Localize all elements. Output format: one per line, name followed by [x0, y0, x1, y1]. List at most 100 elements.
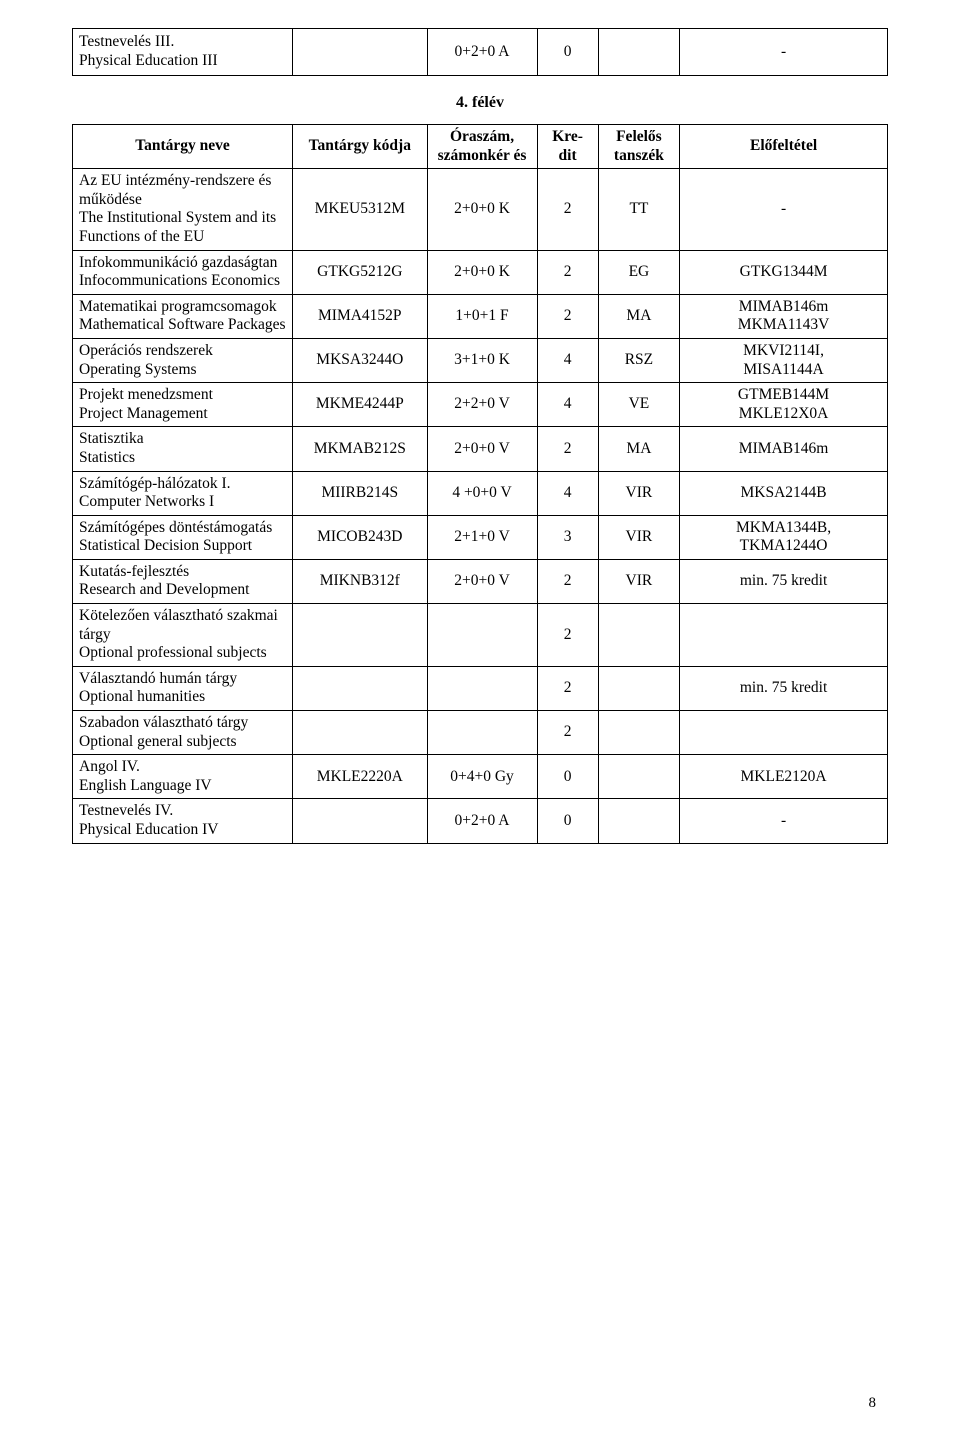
cell-pre: GTKG1344M	[680, 250, 888, 294]
cell-dept	[598, 711, 680, 755]
cell-hours: 0+2+0 A	[427, 29, 537, 76]
cell-name: Angol IV.English Language IV	[73, 755, 293, 799]
cell-code: MIKNB312f	[293, 559, 427, 603]
semester-title: 4. félév	[72, 94, 888, 112]
cell-pre: MKLE2120A	[680, 755, 888, 799]
page-number: 8	[869, 1395, 877, 1412]
cell-credit: 2	[537, 559, 598, 603]
cell-code: MIIRB214S	[293, 471, 427, 515]
cell-credit: 0	[537, 755, 598, 799]
cell-credit: 2	[537, 250, 598, 294]
cell-pre: -	[680, 169, 888, 250]
header-credit: Kre-dit	[537, 125, 598, 169]
cell-dept: VIR	[598, 515, 680, 559]
cell-pre: MKSA2144B	[680, 471, 888, 515]
cell-credit: 2	[537, 427, 598, 471]
cell-hours: 2+0+0 V	[427, 559, 537, 603]
cell-pre	[680, 604, 888, 667]
name-hu: Az EU intézmény-rendszere és működése	[79, 172, 271, 208]
name-en: Optional general subjects	[79, 733, 237, 750]
cell-pre: min. 75 kredit	[680, 666, 888, 710]
table-row: Matematikai programcsomagokMathematical …	[73, 294, 888, 338]
name-en: The Institutional System and its Functio…	[79, 209, 276, 245]
cell-hours: 4 +0+0 V	[427, 471, 537, 515]
cell-pre: min. 75 kredit	[680, 559, 888, 603]
cell-name: Az EU intézmény-rendszere és működéseThe…	[73, 169, 293, 250]
cell-code: MKMAB212S	[293, 427, 427, 471]
table-row: Az EU intézmény-rendszere és működéseThe…	[73, 169, 888, 250]
cell-dept: MA	[598, 294, 680, 338]
cell-name: StatisztikaStatistics	[73, 427, 293, 471]
cell-code: GTKG5212G	[293, 250, 427, 294]
cell-name: Számítógépes döntéstámogatásStatistical …	[73, 515, 293, 559]
name-hu: Projekt menedzsment	[79, 386, 213, 403]
cell-dept	[598, 604, 680, 667]
cell-name: Matematikai programcsomagokMathematical …	[73, 294, 293, 338]
cell-pre: MIMAB146m	[680, 427, 888, 471]
cell-pre: MIMAB146mMKMA1143V	[680, 294, 888, 338]
cell-dept: EG	[598, 250, 680, 294]
cell-credit: 2	[537, 604, 598, 667]
cell-code: MKME4244P	[293, 383, 427, 427]
cell-code: MICOB243D	[293, 515, 427, 559]
table-row: Választandó humán tárgyOptional humaniti…	[73, 666, 888, 710]
name-hu: Testnevelés III.	[79, 33, 174, 50]
cell-pre: GTMEB144MMKLE12X0A	[680, 383, 888, 427]
name-hu: Matematikai programcsomagok	[79, 298, 277, 315]
header-hours: Óraszám, számonkér és	[427, 125, 537, 169]
table-row: Kötelezően választható szakmai tárgyOpti…	[73, 604, 888, 667]
table-row: Operációs rendszerekOperating SystemsMKS…	[73, 338, 888, 382]
cell-hours: 3+1+0 K	[427, 338, 537, 382]
name-en: Infocommunications Economics	[79, 272, 280, 289]
header-code: Tantárgy kódja	[293, 125, 427, 169]
cell-pre: MKMA1344B,TKMA1244O	[680, 515, 888, 559]
cell-code: MKLE2220A	[293, 755, 427, 799]
cell-hours: 2+2+0 V	[427, 383, 537, 427]
cell-dept: VIR	[598, 559, 680, 603]
table-row: Szabadon választható tárgyOptional gener…	[73, 711, 888, 755]
cell-credit: 2	[537, 711, 598, 755]
cell-credit: 2	[537, 666, 598, 710]
cell-credit: 4	[537, 383, 598, 427]
table-row: Projekt menedzsment Project Management MKM…	[73, 383, 888, 427]
cell-hours	[427, 711, 537, 755]
cell-hours: 0+2+0 A	[427, 799, 537, 843]
name-en: Physical Education III	[79, 52, 218, 69]
name-en: Mathematical Software Packages	[79, 316, 286, 333]
table-row: Testnevelés IV.Physical Education IV0+2+…	[73, 799, 888, 843]
cell-name: Kötelezően választható szakmai tárgyOpti…	[73, 604, 293, 667]
table-header-row: Tantárgy neve Tantárgy kódja Óraszám, sz…	[73, 125, 888, 169]
table-row: StatisztikaStatisticsMKMAB212S2+0+0 V2MA…	[73, 427, 888, 471]
cell-code	[293, 29, 427, 76]
name-en: Statistical Decision Support	[79, 537, 252, 554]
cell-credit: 4	[537, 471, 598, 515]
header-dept: Felelős tanszék	[598, 125, 680, 169]
name-hu: Operációs rendszerek	[79, 342, 213, 359]
table-row: Kutatás-fejlesztésResearch and Developme…	[73, 559, 888, 603]
name-en: Statistics	[79, 449, 135, 466]
table-row: Számítógépes döntéstámogatásStatistical …	[73, 515, 888, 559]
name-en: Optional professional subjects	[79, 644, 267, 661]
cell-name: Testnevelés III. Physical Education III	[73, 29, 293, 76]
cell-name: Számítógép-hálózatok I.Computer Networks…	[73, 471, 293, 515]
cell-pre: -	[680, 799, 888, 843]
semester-table: Tantárgy neve Tantárgy kódja Óraszám, sz…	[72, 124, 888, 844]
cell-name: Választandó humán tárgyOptional humaniti…	[73, 666, 293, 710]
name-en: Optional humanities	[79, 688, 205, 705]
name-hu: Testnevelés IV.	[79, 802, 173, 819]
cell-name: Operációs rendszerekOperating Systems	[73, 338, 293, 382]
cell-credit: 2	[537, 294, 598, 338]
cell-pre	[680, 711, 888, 755]
name-en: Research and Development	[79, 581, 249, 598]
name-en: Project Management	[79, 405, 208, 422]
name-hu: Számítógép-hálózatok I.	[79, 475, 231, 492]
cell-code	[293, 711, 427, 755]
cell-dept	[598, 799, 680, 843]
cell-code	[293, 799, 427, 843]
cell-dept: TT	[598, 169, 680, 250]
cell-dept: VIR	[598, 471, 680, 515]
cell-hours: 1+0+1 F	[427, 294, 537, 338]
cell-code	[293, 604, 427, 667]
cell-name: Kutatás-fejlesztésResearch and Developme…	[73, 559, 293, 603]
name-hu: Számítógépes döntéstámogatás	[79, 519, 272, 536]
